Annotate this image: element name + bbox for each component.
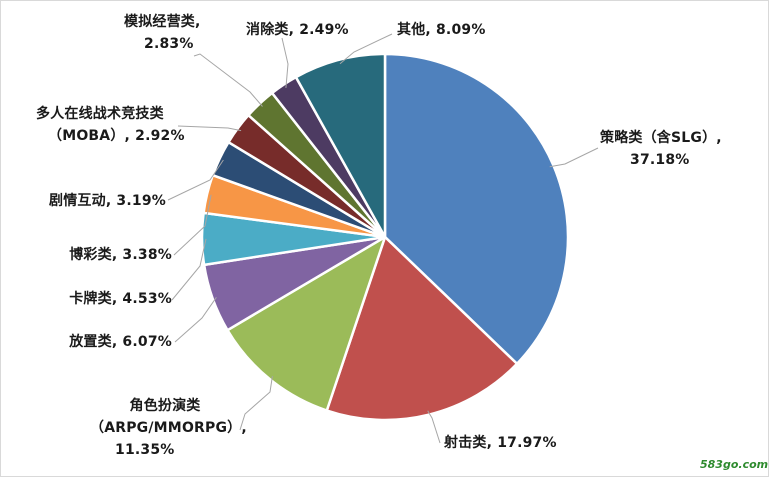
label-other: 其他, 8.09% [397,19,486,41]
label-story: 剧情互动, 3.19% [20,190,166,212]
pie-slice [325,235,519,422]
label-idle-text: 放置类, 6.07% [69,334,172,350]
label-gamble: 博彩类, 3.38% [44,244,172,266]
leader-line [281,37,289,88]
label-moba-name: 多人在线战术竞技类 [36,106,164,122]
label-slg-value: 37.18% [630,152,690,168]
pie-slice [294,52,387,239]
label-rpg: 角色扮演类 （ARPG/MMORPG）, 11.35% [90,395,247,461]
leader-line [549,147,599,168]
leader-line [239,376,273,431]
label-gamble-text: 博彩类, 3.38% [69,247,172,263]
leader-lines [167,33,599,444]
leader-line [173,194,212,256]
label-shooter-text: 射击类, 17.97% [444,435,557,451]
label-moba-value: （MOBA）, 2.92% [48,128,185,144]
pie-slice [226,235,387,412]
label-match: 消除类, 2.49% [246,19,349,41]
leader-line [167,159,224,201]
label-sim: 模拟经营类, 2.83% [124,11,201,55]
label-rpg-name: 角色扮演类 [129,398,201,414]
leader-line [193,53,263,107]
leader-line [177,125,242,132]
label-other-text: 其他, 8.09% [397,22,486,38]
label-card: 卡牌类, 4.53% [44,288,172,310]
label-sim-value: 2.83% [144,36,194,52]
label-rpg-sub: （ARPG/MMORPG）, [90,420,247,436]
label-shooter: 射击类, 17.97% [444,432,557,454]
label-slg: 策略类（含SLG）, 37.18% [600,127,722,171]
leader-line [174,297,217,343]
pie-slices [200,52,570,422]
label-moba: 多人在线战术竞技类 （MOBA）, 2.92% [36,103,185,147]
label-story-text: 剧情互动, 3.19% [49,193,166,209]
watermark: 583go.com [700,458,769,471]
leader-line [339,33,393,65]
pie-slice [383,52,570,366]
label-card-text: 卡牌类, 4.53% [69,291,172,307]
label-sim-name: 模拟经营类, [124,14,201,30]
label-slg-name: 策略类（含SLG）, [600,130,722,146]
leader-line [171,238,207,301]
leader-line [427,410,441,444]
label-idle: 放置类, 6.07% [44,331,172,353]
label-match-text: 消除类, 2.49% [246,22,349,38]
label-rpg-value: 11.35% [115,442,175,458]
